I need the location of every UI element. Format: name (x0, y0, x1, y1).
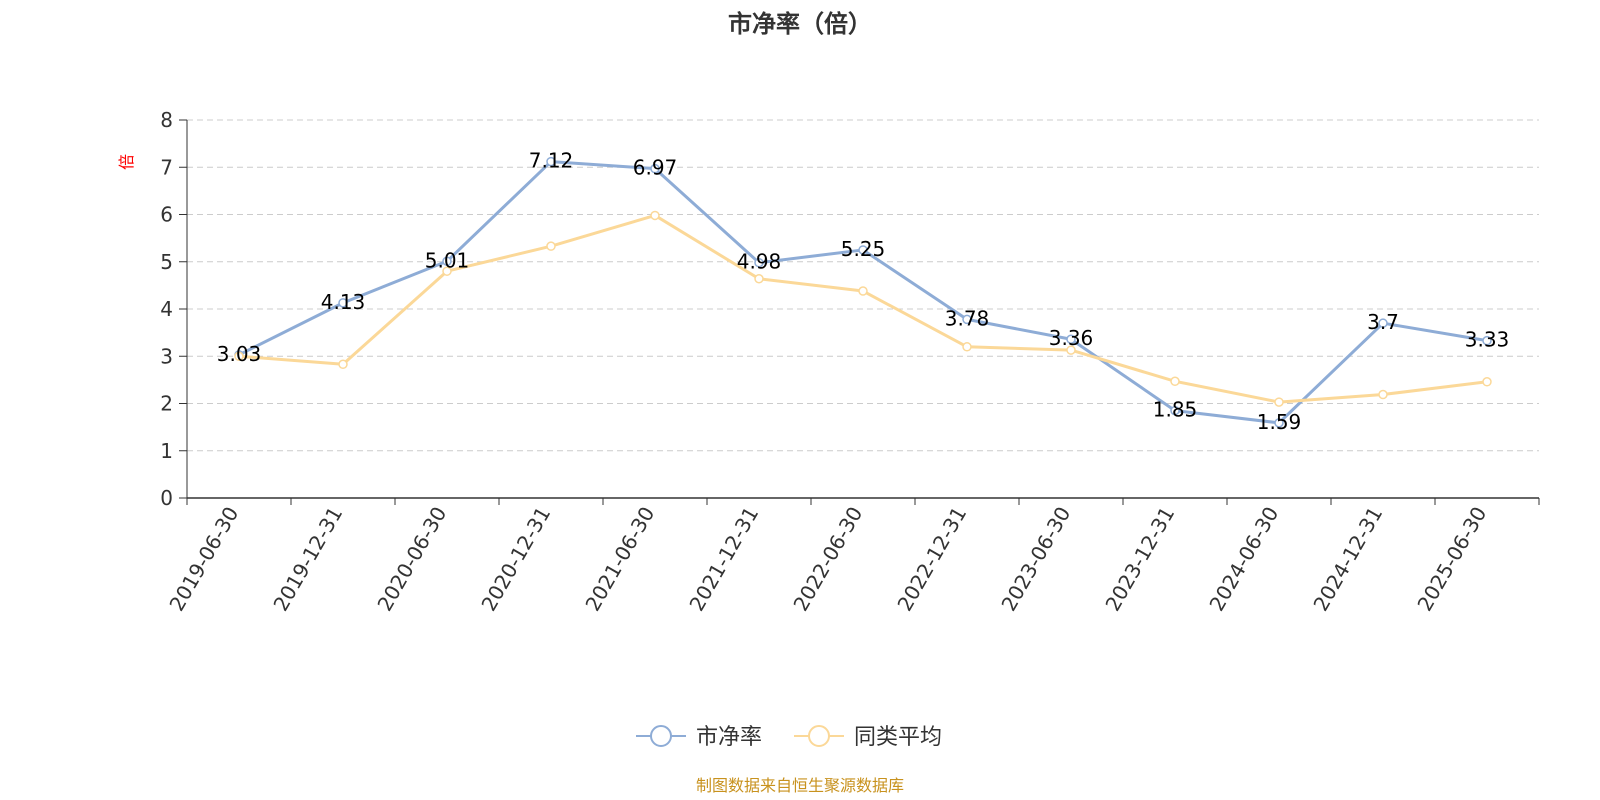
y-tick-label-3: 3 (160, 344, 173, 368)
series-1-point-10[interactable] (1274, 397, 1284, 407)
axes: 0 1 2 3 4 5 6 7 8 2019-06-30 2019-12-31 2020-06-30 2… (160, 108, 1540, 616)
y-tick-label-0: 0 (160, 486, 173, 510)
x-tick-label-0: 2019-06-30 (164, 503, 243, 616)
data-label-1: 4.13 (321, 290, 366, 314)
data-label-3: 7.12 (529, 149, 574, 173)
series-0-point-9[interactable] (1170, 405, 1180, 416)
series-0-point-1[interactable] (338, 298, 348, 308)
legend-marker-series-1 (808, 725, 830, 747)
series-1-point-0[interactable] (234, 351, 244, 361)
source-note: 制图数据来自恒生聚源数据库 (696, 776, 904, 795)
y-tick-label-4: 4 (160, 297, 173, 321)
series-1-point-11[interactable] (1378, 389, 1388, 400)
legend-label-series-0: 市净率 (696, 725, 762, 750)
series-0-point-12[interactable] (1482, 335, 1492, 346)
data-label-11: 3.7 (1367, 310, 1399, 334)
data-label-7: 3.78 (945, 306, 990, 330)
series-1-point-8[interactable] (1066, 345, 1076, 355)
legend-label-series-1: 同类平均 (854, 725, 942, 750)
legend: 市净率 同类平均 (636, 725, 942, 750)
legend-marker-series-0 (650, 725, 672, 747)
x-tick-label-8: 2023-06-30 (996, 503, 1075, 616)
series-1-point-9[interactable] (1170, 376, 1180, 387)
legend-item-series-1[interactable]: 同类平均 (794, 725, 942, 750)
x-tick-label-3: 2020-12-31 (476, 503, 555, 616)
data-label-2: 5.01 (425, 248, 470, 272)
gridlines (187, 119, 1539, 452)
data-label-8: 3.36 (1049, 326, 1094, 350)
x-tick-label-11: 2024-12-31 (1308, 503, 1387, 616)
series-1-point-3[interactable] (546, 241, 556, 251)
series-0-point-7[interactable] (962, 314, 972, 325)
y-tick-label-6: 6 (160, 203, 173, 227)
series-1-point-12[interactable] (1482, 377, 1492, 387)
data-label-10: 1.59 (1257, 410, 1302, 434)
series-1-point-6[interactable] (858, 286, 868, 296)
data-label-0: 3.03 (217, 342, 262, 366)
data-label-4: 6.97 (633, 156, 678, 180)
y-tick-label-1: 1 (160, 439, 173, 463)
x-tick-label-1: 2019-12-31 (268, 503, 347, 616)
y-tick-label-8: 8 (160, 108, 173, 132)
x-tick-label-6: 2022-06-30 (788, 503, 867, 616)
series-0-point-4[interactable] (650, 163, 660, 174)
x-tick-label-7: 2022-12-31 (892, 503, 971, 616)
series-1-point-5[interactable] (754, 274, 764, 284)
series-1-point-4[interactable] (650, 210, 660, 221)
series-1-point-1[interactable] (338, 359, 348, 370)
data-label-9: 1.85 (1153, 398, 1198, 422)
series-1-point-2[interactable] (442, 266, 452, 276)
series-0-point-5[interactable] (754, 257, 764, 268)
series-0-point-6[interactable] (858, 245, 868, 255)
series-0-point-10[interactable] (1274, 418, 1284, 428)
series-lines (234, 156, 1492, 428)
y-tick-label-7: 7 (160, 155, 173, 179)
series-0-point-2[interactable] (442, 256, 452, 267)
x-tick-label-4: 2021-06-30 (580, 503, 659, 616)
x-tick-label-9: 2023-12-31 (1100, 503, 1179, 616)
legend-item-series-0[interactable]: 市净率 (636, 725, 762, 750)
y-tick-label-5: 5 (160, 250, 173, 274)
x-tick-label-2: 2020-06-30 (372, 503, 451, 616)
x-tick-label-12: 2025-06-30 (1412, 503, 1491, 616)
x-tick-label-5: 2021-12-31 (684, 503, 763, 616)
data-label-6: 5.25 (841, 237, 886, 261)
data-label-12: 3.33 (1465, 328, 1510, 352)
data-labels: 3.03 4.13 5.01 7.12 6.97 4.98 5.25 3.78 3.36 1.85… (217, 149, 1510, 434)
series-0-point-11[interactable] (1378, 318, 1388, 328)
series-0-point-8[interactable] (1066, 334, 1076, 344)
series-1-point-7[interactable] (962, 342, 972, 352)
chart-title: 市净率（倍） (728, 10, 872, 38)
y-tick-label-2: 2 (160, 392, 173, 416)
y-axis-unit-label: 倍 (117, 154, 136, 170)
series-0-point-3[interactable] (546, 156, 556, 167)
x-tick-label-10: 2024-06-30 (1204, 503, 1283, 616)
data-label-5: 4.98 (737, 250, 782, 274)
